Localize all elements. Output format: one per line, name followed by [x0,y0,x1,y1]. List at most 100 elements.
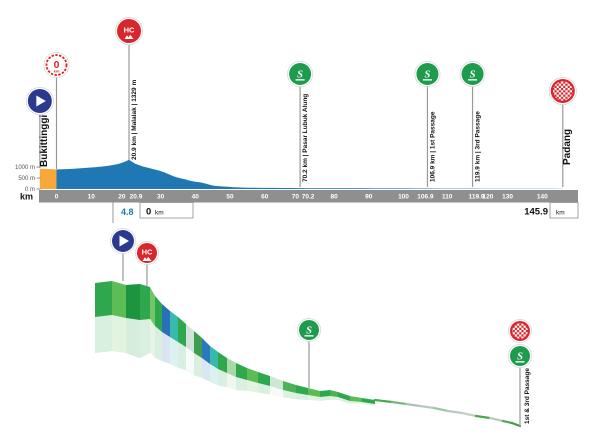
hc-marker: HC [115,17,143,45]
hc-mountain-icon [117,19,142,43]
ribbon-shadow-strip [283,390,296,400]
waypoint-label: 20.9 km | Malalak | 1329 m [131,80,138,160]
passage-label: 1st & 3rd Passage [524,368,531,424]
sprint-s-text: S [470,70,476,81]
ribbon-strip [236,363,247,380]
zero-km-unit: km [54,69,60,74]
ribbon-shadow-strip [186,347,194,376]
sprint-marker: S [297,318,321,342]
place-label: Bukittinggi [39,115,50,167]
ribbon-shadow-strip [350,401,362,404]
sprint-banner [468,79,478,81]
waypoint-label: 119.9 km | 3rd Passage [475,111,482,182]
ribbon-strip [362,398,375,404]
ribbon-shadow-strip [338,397,350,404]
ribbon-shadow-strip [126,318,140,359]
sprint-banner [515,361,525,363]
sprint-marker: S [414,61,441,87]
ribbon-strip [186,324,194,353]
y-tick-label: 500 m [18,176,35,182]
sprint-s-icon [289,63,312,85]
x-tick-label: 90 [365,194,373,201]
ribbon-shadow-strip [95,315,112,354]
sprint-marker: S [287,61,313,87]
sprint-marker: S [508,344,532,368]
ribbon-shadow-strip [330,396,338,400]
sprint-s-text: S [425,70,431,81]
tail-segment [418,404,436,410]
ribbon-strip [126,284,140,320]
x-tick-label: 40 [192,194,200,201]
ribbon-strip [95,281,112,317]
zero-km-badge-icon [45,54,68,76]
ribbon-strip [194,331,202,358]
x-tick-label: 80 [330,194,338,201]
ribbon-shadow-strip [178,342,186,371]
tail-segment [460,411,478,418]
km0-marker: 0km [43,52,70,78]
play-triangle-icon [119,235,129,247]
x-tick-label: 10 [88,194,96,201]
ribbon-strip [330,390,338,397]
tail-segment [404,402,422,408]
x-tick-label: 50 [226,194,234,201]
hc-text: HC [124,26,135,35]
finish-marker [548,77,577,105]
ribbon-strip [338,392,350,401]
place-label: Padang [562,129,573,165]
x-tick-label: 119.9 [469,194,485,201]
tail-segment [474,414,492,420]
ribbon-shadow-strip [270,386,283,398]
hc-marker: HC [135,241,159,265]
linear-profile-chart: 0 10 20 20.9 30 40 50 60 70 70.2 80 90 100 106.9 110 11… [15,17,579,223]
checkered-pattern [552,81,573,101]
ribbon-strip [162,304,170,337]
ribbon-strip [140,284,150,320]
finish-marker [508,319,532,343]
sprint-marker: S [459,61,486,87]
elevation-profile-area [56,159,563,189]
y-tick-label: 0 m [25,187,35,193]
ribbon-strip [270,376,283,390]
hc-text: HC [142,248,153,257]
ribbon-strip [247,368,258,383]
x-axis-bar [39,190,578,203]
mountain-icon [142,256,152,261]
sprint-banner [422,79,432,81]
tail-segment [432,406,450,413]
sprint-banner [295,79,305,81]
ribbon-shadow-strip [170,337,178,368]
ribbon-strip [227,358,236,377]
start-km-unit: km [155,210,164,217]
x-tick-label: 0 [55,194,59,201]
sprint-s-icon [461,63,484,85]
ribbon-shadow-strip [150,319,155,358]
x-tick-label: 100 [398,194,409,201]
sprint-s-text: S [297,70,303,81]
ribbon-strip [320,390,330,397]
ribbon-shadow-strip [236,377,247,391]
ribbon-shadow-strip [140,319,150,359]
ribbon-shadow-strip [296,393,308,401]
start-km-box [139,202,194,219]
ribbon-strip [112,281,126,318]
x-tick-label: 20.9 [130,194,143,201]
ribbon-shadow-strip [162,332,170,364]
sprint-banner [304,335,314,337]
ribbon-shadow-strip [194,353,202,378]
ribbon-strip [210,346,218,369]
tail-segment [373,398,394,404]
zero-km-text: 0 [54,59,60,71]
ribbon-shadow-strip [247,380,258,393]
x-tick-label: 70.2 [302,194,315,201]
checkered-pattern [512,323,528,339]
ribbon-shadow-strip [210,364,218,386]
x-tick-label: 30 [157,194,165,201]
ribbon-strip [178,317,186,347]
x-tick-label: 60 [261,194,269,201]
sprint-s-icon [299,320,319,340]
start-marker [110,228,136,254]
x-tick-label: 110 [442,194,453,201]
